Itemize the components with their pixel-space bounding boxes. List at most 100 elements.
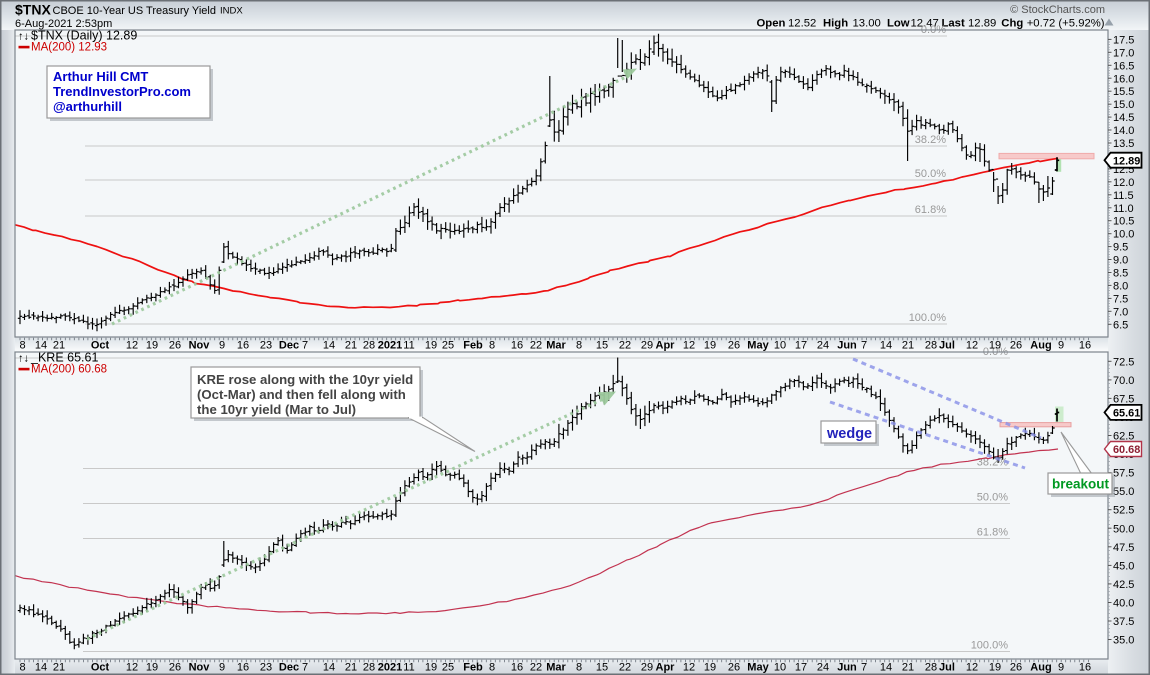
svg-text:22: 22	[530, 662, 542, 674]
svg-text:Chg: Chg	[1001, 18, 1023, 30]
svg-text:High: High	[823, 18, 848, 30]
svg-text:8: 8	[576, 340, 582, 352]
svg-text:© StockCharts.com: © StockCharts.com	[1010, 4, 1105, 16]
svg-text:26: 26	[1010, 340, 1022, 352]
svg-text:28: 28	[925, 340, 937, 352]
svg-text:11.5: 11.5	[1113, 190, 1134, 202]
svg-text:8: 8	[19, 340, 25, 352]
svg-text:21: 21	[53, 340, 65, 352]
svg-text:65.61: 65.61	[1113, 408, 1140, 420]
svg-text:KRE rose along with the 10yr y: KRE rose along with the 10yr yield	[197, 372, 413, 387]
svg-text:14: 14	[35, 662, 47, 674]
svg-text:67.5: 67.5	[1113, 393, 1134, 405]
svg-text:24: 24	[817, 340, 829, 352]
svg-text:9.5: 9.5	[1113, 242, 1128, 254]
svg-text:11.0: 11.0	[1113, 203, 1134, 215]
svg-text:7: 7	[861, 662, 867, 674]
svg-text:Dec: Dec	[279, 662, 299, 674]
svg-text:14: 14	[323, 340, 335, 352]
svg-text:↑↓: ↑↓	[18, 31, 29, 43]
svg-text:9: 9	[1058, 340, 1064, 352]
svg-text:+0.72 (+5.92%): +0.72 (+5.92%)	[1027, 18, 1105, 30]
svg-text:45.0: 45.0	[1113, 560, 1134, 572]
svg-text:42.5: 42.5	[1113, 579, 1134, 591]
svg-text:12.0: 12.0	[1113, 177, 1134, 189]
svg-text:INDX: INDX	[220, 6, 243, 17]
svg-text:12.89: 12.89	[1113, 155, 1140, 167]
svg-text:22: 22	[530, 340, 542, 352]
svg-text:Mar: Mar	[546, 340, 566, 352]
svg-text:70.0: 70.0	[1113, 375, 1134, 387]
svg-text:8.0: 8.0	[1113, 280, 1128, 292]
svg-text:100.0%: 100.0%	[971, 640, 1009, 652]
svg-text:Apr: Apr	[656, 340, 676, 352]
svg-text:28: 28	[925, 662, 937, 674]
svg-text:12: 12	[126, 340, 138, 352]
svg-text:16: 16	[237, 662, 249, 674]
svg-text:50.0: 50.0	[1113, 523, 1134, 535]
svg-text:MA(200) 12.93: MA(200) 12.93	[31, 42, 107, 54]
svg-text:55.0: 55.0	[1113, 486, 1134, 498]
svg-text:Jun: Jun	[837, 340, 857, 352]
svg-text:22: 22	[619, 340, 631, 352]
svg-text:19: 19	[704, 662, 716, 674]
svg-text:16: 16	[1079, 340, 1091, 352]
svg-text:10.5: 10.5	[1113, 216, 1134, 228]
svg-text:16: 16	[511, 662, 523, 674]
svg-text:61.8%: 61.8%	[977, 527, 1008, 539]
svg-text:16: 16	[1079, 662, 1091, 674]
svg-text:23: 23	[260, 340, 272, 352]
svg-text:@arthurhill: @arthurhill	[53, 99, 122, 114]
svg-text:40.0: 40.0	[1113, 597, 1134, 609]
svg-text:19: 19	[989, 662, 1001, 674]
svg-text:11: 11	[403, 662, 414, 674]
svg-text:6.5: 6.5	[1113, 319, 1128, 331]
svg-text:17: 17	[795, 662, 807, 674]
svg-text:10.0: 10.0	[1113, 229, 1134, 241]
svg-text:Nov: Nov	[189, 662, 211, 674]
svg-text:7: 7	[861, 340, 867, 352]
svg-text:60.68: 60.68	[1113, 444, 1140, 456]
svg-text:25: 25	[442, 662, 454, 674]
svg-text:Nov: Nov	[189, 340, 211, 352]
svg-text:8: 8	[576, 662, 582, 674]
svg-text:Open: Open	[757, 18, 786, 30]
svg-text:29: 29	[641, 662, 653, 674]
svg-text:15.5: 15.5	[1113, 86, 1134, 98]
svg-text:19: 19	[989, 340, 1001, 352]
svg-text:_KRE 65.61: _KRE 65.61	[30, 351, 98, 365]
svg-text:19: 19	[704, 340, 716, 352]
svg-text:14: 14	[880, 340, 892, 352]
svg-text:14.5: 14.5	[1113, 112, 1134, 124]
svg-text:Feb: Feb	[463, 662, 483, 674]
svg-text:Arthur Hill CMT: Arthur Hill CMT	[53, 69, 148, 84]
svg-text:21: 21	[345, 662, 357, 674]
svg-text:29: 29	[641, 340, 653, 352]
svg-text:Jul: Jul	[939, 662, 955, 674]
svg-text:2021: 2021	[378, 340, 402, 352]
svg-text:Oct: Oct	[91, 340, 110, 352]
svg-text:Oct: Oct	[91, 662, 110, 674]
svg-text:16.0: 16.0	[1113, 73, 1134, 85]
svg-text:7.0: 7.0	[1113, 306, 1128, 318]
svg-text:26: 26	[169, 340, 181, 352]
svg-text:23: 23	[260, 662, 272, 674]
svg-text:TrendInvestorPro.com: TrendInvestorPro.com	[53, 84, 191, 99]
svg-text:wedge: wedge	[826, 426, 872, 442]
svg-text:28: 28	[363, 662, 375, 674]
svg-text:7: 7	[302, 340, 308, 352]
svg-text:38.2%: 38.2%	[915, 134, 946, 146]
svg-text:the 10yr yield (Mar to Jul): the 10yr yield (Mar to Jul)	[197, 402, 356, 417]
svg-text:19: 19	[425, 340, 437, 352]
svg-text:17.0: 17.0	[1113, 47, 1134, 59]
svg-text:↑↓: ↑↓	[18, 353, 29, 365]
svg-text:16: 16	[237, 340, 249, 352]
svg-text:14: 14	[323, 662, 335, 674]
svg-text:11: 11	[403, 340, 414, 352]
svg-text:10: 10	[774, 662, 786, 674]
svg-text:8: 8	[489, 662, 495, 674]
svg-text:8: 8	[489, 340, 495, 352]
svg-text:9.0: 9.0	[1113, 255, 1128, 267]
svg-text:12.89: 12.89	[968, 18, 996, 30]
svg-text:14.0: 14.0	[1113, 125, 1134, 137]
